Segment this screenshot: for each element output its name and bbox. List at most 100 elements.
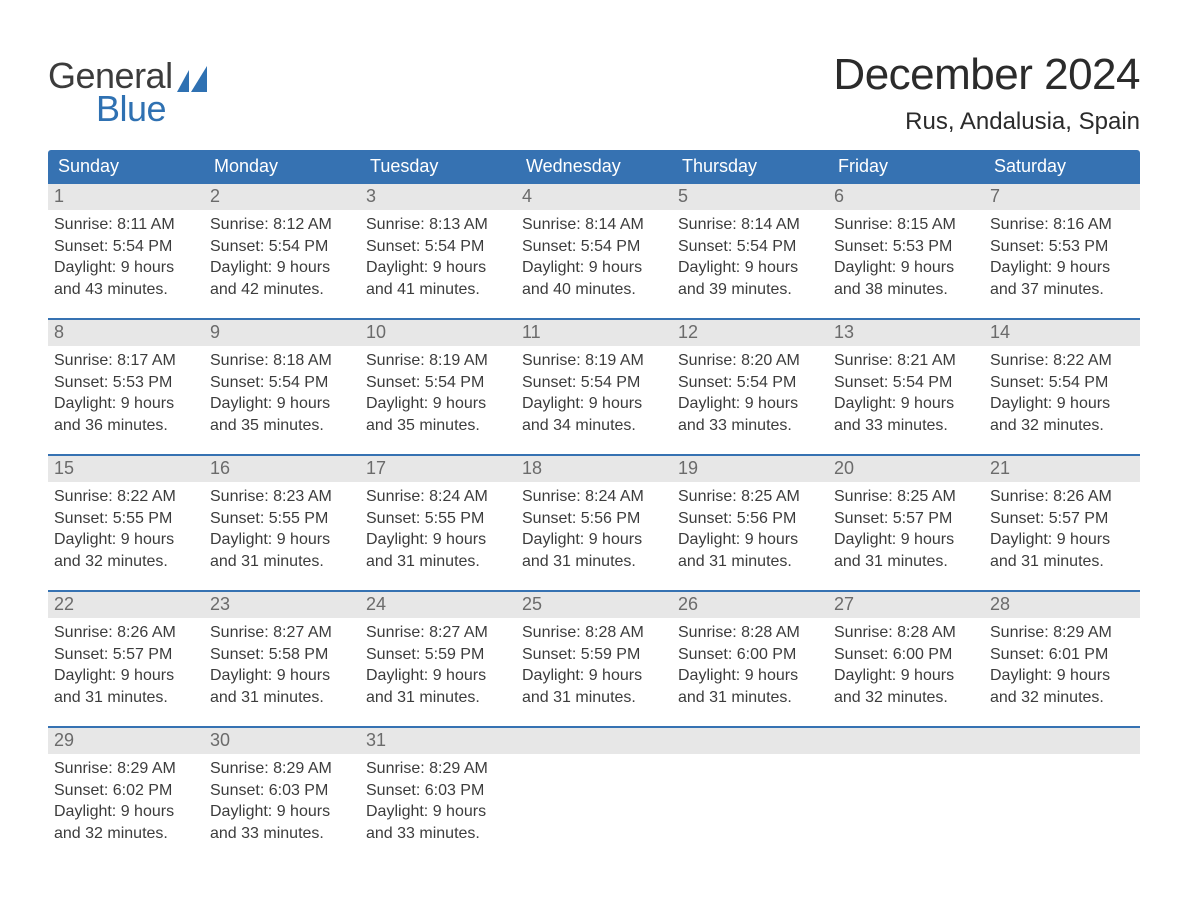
sunrise-value: 8:21 AM	[897, 352, 956, 369]
sunrise-label: Sunrise:	[210, 216, 269, 233]
day-number: 11	[522, 322, 541, 342]
day-body: Sunrise: 8:14 AMSunset: 5:54 PMDaylight:…	[516, 210, 672, 300]
sunrise-line: Sunrise: 8:14 AM	[678, 214, 822, 236]
sunset-label: Sunset:	[54, 782, 108, 799]
sunrise-label: Sunrise:	[678, 216, 737, 233]
day-number: 6	[834, 186, 844, 206]
calendar-day: 23Sunrise: 8:27 AMSunset: 5:58 PMDayligh…	[204, 592, 360, 712]
day-number: 17	[366, 458, 386, 478]
sunset-label: Sunset:	[366, 646, 420, 663]
calendar-day	[516, 728, 672, 848]
sunrise-value: 8:29 AM	[117, 760, 176, 777]
day-of-week-label: Sunday	[48, 150, 204, 184]
sunset-line: Sunset: 5:53 PM	[834, 236, 978, 258]
sunset-line: Sunset: 6:03 PM	[366, 780, 510, 802]
calendar-day: 24Sunrise: 8:27 AMSunset: 5:59 PMDayligh…	[360, 592, 516, 712]
day-number-bar: 22	[48, 592, 204, 618]
day-of-week-label: Friday	[828, 150, 984, 184]
daylight-label: Daylight:	[990, 531, 1052, 548]
daylight-line-1: Daylight: 9 hours	[54, 529, 198, 551]
day-number-bar: 10	[360, 320, 516, 346]
sunrise-label: Sunrise:	[522, 216, 581, 233]
sunrise-value: 8:22 AM	[1053, 352, 1112, 369]
daylight-line-1: Daylight: 9 hours	[210, 393, 354, 415]
daylight-value-1: 9 hours	[745, 531, 798, 548]
daylight-label: Daylight:	[834, 259, 896, 276]
sunrise-label: Sunrise:	[678, 624, 737, 641]
daylight-line-1: Daylight: 9 hours	[678, 257, 822, 279]
day-body: Sunrise: 8:14 AMSunset: 5:54 PMDaylight:…	[672, 210, 828, 300]
day-number-bar: 19	[672, 456, 828, 482]
calendar-day: 7Sunrise: 8:16 AMSunset: 5:53 PMDaylight…	[984, 184, 1140, 304]
sunrise-label: Sunrise:	[678, 352, 737, 369]
daylight-value-1: 9 hours	[277, 803, 330, 820]
sunset-line: Sunset: 5:59 PM	[366, 644, 510, 666]
daylight-value-1: 9 hours	[589, 531, 642, 548]
sunrise-line: Sunrise: 8:11 AM	[54, 214, 198, 236]
day-body: Sunrise: 8:27 AMSunset: 5:58 PMDaylight:…	[204, 618, 360, 708]
day-body: Sunrise: 8:29 AMSunset: 6:01 PMDaylight:…	[984, 618, 1140, 708]
sunset-label: Sunset:	[210, 510, 264, 527]
sunset-line: Sunset: 5:58 PM	[210, 644, 354, 666]
sunset-value: 5:55 PM	[113, 510, 173, 527]
day-number-bar: 2	[204, 184, 360, 210]
daylight-value-1: 9 hours	[433, 531, 486, 548]
daylight-line-1: Daylight: 9 hours	[678, 393, 822, 415]
day-number: 18	[522, 458, 542, 478]
daylight-label: Daylight:	[366, 803, 428, 820]
sunset-line: Sunset: 5:54 PM	[366, 236, 510, 258]
daylight-line-2: and 31 minutes.	[678, 687, 822, 709]
sunset-line: Sunset: 5:54 PM	[522, 372, 666, 394]
daylight-line-1: Daylight: 9 hours	[366, 257, 510, 279]
daylight-label: Daylight:	[990, 259, 1052, 276]
daylight-line-2: and 31 minutes.	[522, 551, 666, 573]
daylight-line-2: and 34 minutes.	[522, 415, 666, 437]
sunrise-value: 8:18 AM	[273, 352, 332, 369]
daylight-label: Daylight:	[210, 803, 272, 820]
day-body: Sunrise: 8:16 AMSunset: 5:53 PMDaylight:…	[984, 210, 1140, 300]
daylight-value-1: 9 hours	[121, 531, 174, 548]
sunset-value: 5:54 PM	[737, 238, 797, 255]
sunrise-label: Sunrise:	[210, 624, 269, 641]
day-body: Sunrise: 8:27 AMSunset: 5:59 PMDaylight:…	[360, 618, 516, 708]
daylight-line-1: Daylight: 9 hours	[210, 529, 354, 551]
sunrise-label: Sunrise:	[366, 488, 425, 505]
daylight-value-1: 9 hours	[433, 667, 486, 684]
calendar-day: 20Sunrise: 8:25 AMSunset: 5:57 PMDayligh…	[828, 456, 984, 576]
sunrise-label: Sunrise:	[990, 624, 1049, 641]
day-body: Sunrise: 8:19 AMSunset: 5:54 PMDaylight:…	[360, 346, 516, 436]
month-title: December 2024	[833, 50, 1140, 100]
sunrise-line: Sunrise: 8:17 AM	[54, 350, 198, 372]
calendar-day: 1Sunrise: 8:11 AMSunset: 5:54 PMDaylight…	[48, 184, 204, 304]
day-number-bar: 30	[204, 728, 360, 754]
daylight-line-2: and 41 minutes.	[366, 279, 510, 301]
sunset-line: Sunset: 5:54 PM	[522, 236, 666, 258]
day-body: Sunrise: 8:13 AMSunset: 5:54 PMDaylight:…	[360, 210, 516, 300]
daylight-value-1: 9 hours	[745, 259, 798, 276]
sunset-value: 5:57 PM	[893, 510, 953, 527]
sunrise-label: Sunrise:	[54, 624, 113, 641]
day-number: 26	[678, 594, 698, 614]
daylight-value-1: 9 hours	[121, 395, 174, 412]
daylight-line-2: and 31 minutes.	[210, 687, 354, 709]
daylight-line-2: and 31 minutes.	[678, 551, 822, 573]
sunset-line: Sunset: 5:53 PM	[990, 236, 1134, 258]
calendar-day: 31Sunrise: 8:29 AMSunset: 6:03 PMDayligh…	[360, 728, 516, 848]
sunrise-line: Sunrise: 8:16 AM	[990, 214, 1134, 236]
sunset-label: Sunset:	[54, 646, 108, 663]
sunset-line: Sunset: 6:01 PM	[990, 644, 1134, 666]
sunset-label: Sunset:	[834, 374, 888, 391]
sunset-value: 5:58 PM	[269, 646, 329, 663]
daylight-line-2: and 39 minutes.	[678, 279, 822, 301]
daylight-line-2: and 31 minutes.	[366, 687, 510, 709]
sunrise-label: Sunrise:	[210, 352, 269, 369]
day-body: Sunrise: 8:11 AMSunset: 5:54 PMDaylight:…	[48, 210, 204, 300]
sunrise-line: Sunrise: 8:27 AM	[366, 622, 510, 644]
sunset-line: Sunset: 5:55 PM	[210, 508, 354, 530]
calendar-day: 14Sunrise: 8:22 AMSunset: 5:54 PMDayligh…	[984, 320, 1140, 440]
daylight-value-1: 9 hours	[901, 395, 954, 412]
day-number: 20	[834, 458, 854, 478]
sunset-value: 5:53 PM	[113, 374, 173, 391]
sunrise-value: 8:23 AM	[273, 488, 332, 505]
daylight-line-2: and 33 minutes.	[366, 823, 510, 845]
